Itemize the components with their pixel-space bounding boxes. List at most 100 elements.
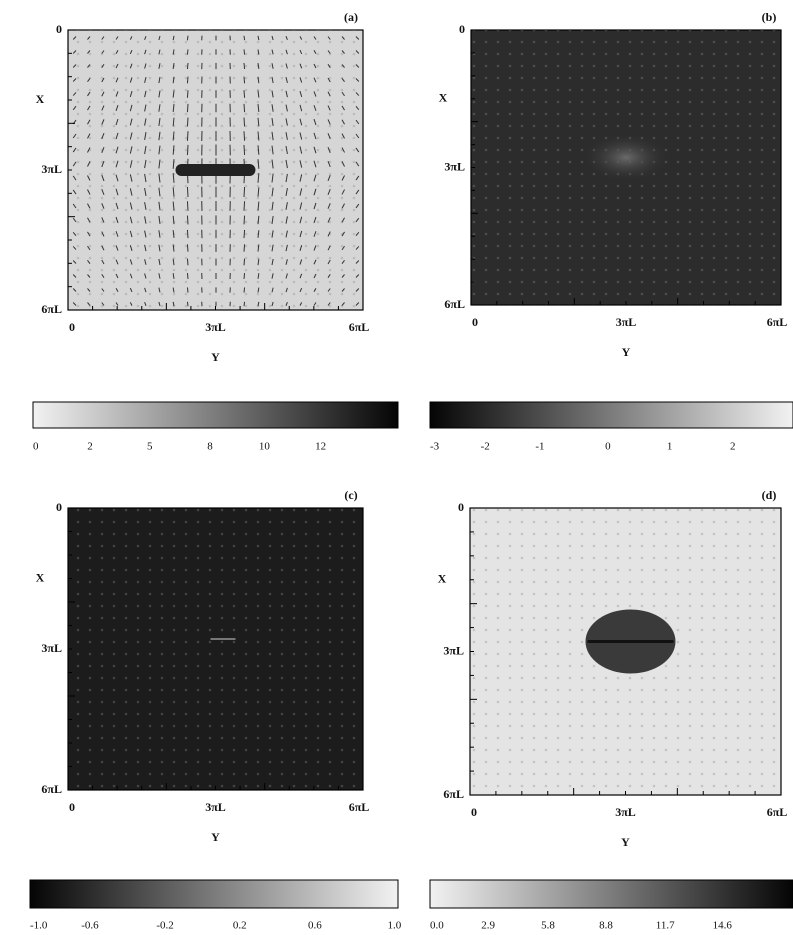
arrow (327, 245, 331, 251)
arrow (243, 76, 246, 84)
arrow (285, 230, 288, 238)
arrow (158, 35, 161, 41)
arrow (341, 175, 345, 181)
arrow (341, 274, 345, 278)
arrow (313, 63, 317, 69)
arrow (313, 216, 317, 224)
arrow (172, 76, 175, 84)
colorbar-tick-label: 5.8 (541, 920, 555, 932)
axis-label: X (36, 570, 45, 584)
arrow (158, 287, 161, 293)
arrow (327, 36, 331, 40)
arrow (172, 35, 175, 41)
arrow (243, 117, 246, 127)
arrow (115, 216, 119, 224)
arrow (129, 132, 133, 140)
arrow (313, 273, 317, 279)
arrow (172, 117, 175, 127)
arrow (101, 274, 105, 278)
arrow (257, 258, 260, 266)
arrow (72, 260, 77, 264)
arrow (271, 117, 274, 127)
arrow (172, 145, 175, 155)
left-tick-label: 6πL (444, 297, 465, 311)
arrow (87, 288, 91, 292)
axis-label: Y (211, 350, 220, 364)
arrow (186, 301, 189, 307)
arrow (101, 63, 105, 69)
arrow (257, 63, 260, 69)
arrow (327, 217, 331, 223)
arrow (313, 77, 317, 83)
colorbar-tick-label: 0 (605, 441, 611, 453)
arrow (101, 174, 105, 182)
arrow (144, 244, 147, 252)
arrow (313, 105, 317, 111)
arrow (158, 117, 161, 127)
arrow (129, 287, 133, 293)
arrow (172, 104, 175, 112)
arrow (313, 174, 317, 182)
arrow (129, 188, 133, 196)
panel-label: (b) (762, 10, 777, 24)
left-tick-label: 0 (56, 500, 62, 514)
arrow (115, 273, 119, 279)
arrow (257, 49, 260, 55)
arrow (355, 260, 360, 264)
arrow (257, 230, 260, 238)
arrow (186, 103, 189, 113)
arrow (101, 188, 105, 196)
arrow (186, 35, 189, 41)
arrow (243, 90, 246, 98)
arrow (285, 259, 288, 265)
arrow (87, 64, 91, 68)
arrow (158, 187, 161, 197)
arrow (101, 288, 105, 292)
arrow (87, 175, 91, 181)
arrow (243, 258, 246, 266)
arrow (271, 90, 274, 98)
arrow (158, 258, 161, 266)
arrow (115, 288, 119, 292)
arrow (101, 105, 105, 111)
arrow (144, 49, 147, 55)
arrow (129, 302, 133, 306)
arrow (271, 35, 274, 41)
arrow (158, 159, 161, 169)
arrow (144, 173, 147, 183)
arrow (299, 230, 303, 238)
arrow (101, 77, 105, 83)
arrow (257, 215, 260, 225)
arrow (271, 159, 274, 169)
arrow (72, 288, 77, 292)
arrow (158, 301, 161, 307)
arrow (115, 160, 119, 168)
arrow (72, 50, 77, 54)
arrow (72, 217, 77, 223)
arrow (327, 259, 331, 265)
arrow (158, 145, 161, 155)
arrow (327, 231, 331, 237)
arrow (299, 118, 303, 126)
arrow (243, 186, 246, 198)
arrow (158, 90, 161, 98)
arrow (327, 188, 331, 196)
arrow (129, 230, 133, 238)
arrow (327, 133, 331, 139)
arrow (299, 49, 303, 55)
arrow (299, 160, 303, 168)
texture (68, 508, 363, 790)
arrow (271, 287, 274, 293)
arrow (341, 133, 345, 139)
arrow (172, 244, 175, 252)
arrow (271, 63, 274, 69)
arrow (257, 273, 260, 279)
colorbar-tick-label: 2 (87, 441, 93, 453)
arrow (299, 188, 303, 196)
arrow (327, 50, 331, 54)
arrow (285, 287, 288, 293)
arrow (129, 216, 133, 224)
arrow (243, 244, 246, 252)
arrow (144, 187, 147, 197)
arrow (72, 274, 77, 278)
